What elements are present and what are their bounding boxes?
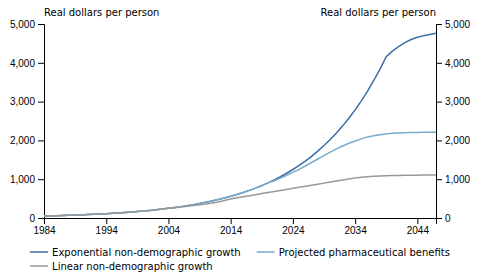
- legend-item: Projected pharmaceutical benefits: [257, 247, 450, 258]
- axis-line: [38, 25, 45, 219]
- y-axis: 0 1,000 2,000 3,000 4,000 5,000: [10, 19, 45, 224]
- tick-mark: [436, 63, 442, 64]
- tick-label: 1984: [33, 225, 56, 236]
- chart: 1984 1994 2004 2014 2024 2034 2044 0 1,000 2,000 3…: [0, 0, 480, 278]
- tick-label: 2024: [282, 225, 305, 236]
- legend-label: Linear non-demographic growth: [52, 261, 213, 272]
- tick: 2034: [344, 218, 367, 236]
- tick: 4,000: [436, 58, 470, 69]
- tick: 1984: [33, 218, 56, 236]
- tick-label: 4,000: [445, 58, 470, 69]
- series-line: [44, 33, 436, 216]
- tick: 2024: [282, 218, 305, 236]
- legend-label: Exponential non-demographic growth: [52, 247, 241, 258]
- tick-mark: [355, 218, 356, 224]
- y2-axis: 0 1,000 2,000 3,000 4,000 5,000: [436, 19, 470, 224]
- tick: 1,000: [10, 174, 44, 185]
- tick-label: 2,000: [445, 135, 470, 146]
- tick: 1,000: [436, 174, 470, 185]
- plot-area: 1984 1994 2004 2014 2024 2034 2044 0 1,000 2,000 3…: [10, 19, 470, 236]
- tick-label: 3,000: [445, 96, 470, 107]
- axis-line: [437, 25, 443, 219]
- tick-mark: [436, 140, 442, 141]
- legend-swatch: [30, 265, 48, 267]
- tick-label: 4,000: [10, 58, 35, 69]
- legend-label: Projected pharmaceutical benefits: [279, 247, 450, 258]
- tick: 5,000: [436, 19, 470, 30]
- tick-label: 0: [445, 213, 451, 224]
- tick-label: 5,000: [445, 19, 470, 30]
- legend-swatch: [30, 251, 48, 253]
- tick-label: 1,000: [445, 174, 470, 185]
- tick-mark: [38, 218, 44, 219]
- legend: Exponential non-demographic growth Projec…: [30, 247, 450, 272]
- tick-label: 2014: [220, 225, 243, 236]
- tick-mark: [106, 218, 107, 224]
- tick-label: 0: [29, 213, 35, 224]
- y-axis-label: Real dollars per person: [44, 7, 159, 18]
- tick: 3,000: [10, 96, 44, 107]
- tick-label: 5,000: [10, 19, 35, 30]
- y2-axis-label: Real dollars per person: [321, 7, 436, 18]
- tick: 4,000: [10, 58, 44, 69]
- tick: 2044: [407, 218, 430, 236]
- tick: 2004: [158, 218, 181, 236]
- tick-label: 1994: [96, 225, 119, 236]
- tick: 0: [436, 213, 451, 224]
- legend-swatch: [257, 251, 275, 253]
- tick-label: 3,000: [10, 96, 35, 107]
- tick-label: 2,000: [10, 135, 35, 146]
- tick: 2,000: [10, 135, 44, 146]
- tick-mark: [38, 179, 44, 180]
- tick: 0: [29, 213, 44, 224]
- x-axis: 1984 1994 2004 2014 2024 2034 2044: [33, 218, 436, 236]
- tick: 1994: [96, 218, 119, 236]
- tick: 2,000: [436, 135, 470, 146]
- tick-label: 1,000: [10, 174, 35, 185]
- tick-mark: [417, 218, 418, 224]
- tick-label: 2044: [407, 225, 430, 236]
- tick: 5,000: [10, 19, 44, 30]
- series-line: [44, 132, 436, 216]
- tick: 2014: [220, 218, 243, 236]
- axis-line: [45, 219, 437, 225]
- tick-mark: [436, 24, 442, 25]
- tick-mark: [38, 24, 44, 25]
- tick-mark: [38, 140, 44, 141]
- tick-mark: [38, 63, 44, 64]
- tick-mark: [436, 218, 442, 219]
- legend-item: Linear non-demographic growth: [30, 261, 213, 272]
- tick-label: 2034: [344, 225, 367, 236]
- tick-mark: [293, 218, 294, 224]
- tick-mark: [231, 218, 232, 224]
- lines: [44, 33, 436, 216]
- tick-mark: [436, 102, 442, 103]
- series-line: [44, 175, 436, 216]
- tick: 3,000: [436, 96, 470, 107]
- legend-item: Exponential non-demographic growth: [30, 247, 241, 258]
- tick-mark: [436, 179, 442, 180]
- tick-label: 2004: [158, 225, 181, 236]
- tick-mark: [168, 218, 169, 224]
- tick-mark: [38, 102, 44, 103]
